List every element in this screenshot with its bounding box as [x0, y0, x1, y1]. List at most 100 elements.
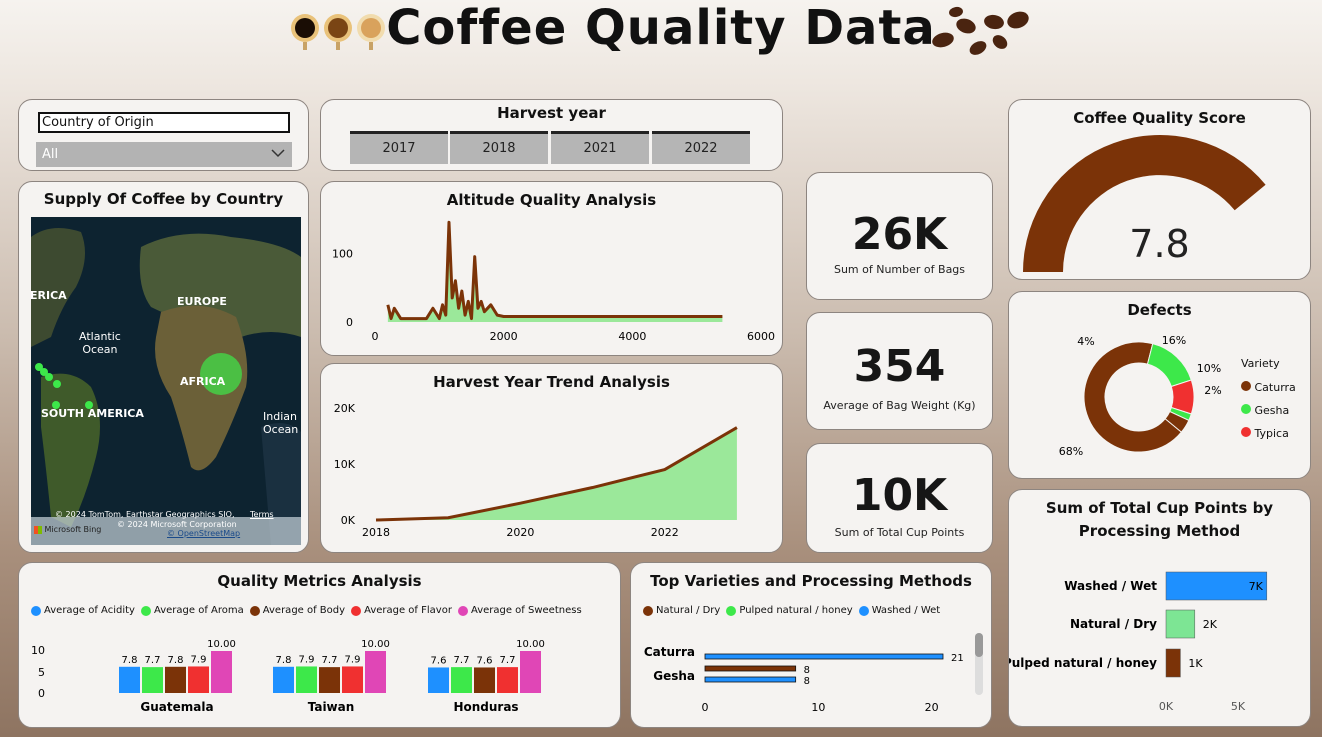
donut-label: 68%: [1059, 445, 1083, 458]
bing-logo: Microsoft Bing: [34, 525, 101, 534]
aroma-dot-icon: [140, 605, 151, 616]
quality-bar: [296, 666, 317, 693]
quality-bar-label: 7.7: [500, 655, 516, 666]
processing-bar-chart[interactable]: Washed / Wet 7K Natural / Dry 2K Pulped natu…: [1009, 490, 1311, 727]
legend-flavor[interactable]: Average of Flavor: [351, 605, 452, 616]
quality-bar: [520, 651, 541, 693]
variety-bar-washed-gesha: [704, 676, 797, 683]
country-slicer-label: Country of Origin: [38, 112, 290, 133]
quality-bar-label: 10.00: [361, 639, 390, 650]
donut-slice: [1164, 410, 1190, 433]
year-button-2018[interactable]: 2018: [450, 131, 548, 164]
scrollbar-thumb[interactable]: [975, 633, 983, 657]
altitude-x-tick: 6000: [747, 330, 775, 343]
quality-bar-label: 7.9: [345, 654, 361, 665]
trend-chart[interactable]: 2018 2020 2022 0K 10K 20K: [321, 364, 783, 553]
map-attribution: © 2024 TomTom, Earthstar Geographics SIO…: [55, 510, 235, 519]
coffee-cups-icon: [291, 14, 385, 50]
trend-y-tick: 20K: [334, 402, 356, 415]
trend-chart-card: Harvest Year Trend Analysis 2018 2020 2022…: [320, 363, 783, 553]
year-button-2021[interactable]: 2021: [551, 131, 649, 164]
year-button-2017[interactable]: 2017: [350, 131, 448, 164]
map-bubble: [85, 401, 93, 409]
trend-x-tick: 2018: [362, 526, 390, 539]
map-bubble: [52, 401, 60, 409]
natural-dry-dot-icon: [643, 605, 653, 616]
quality-bar: [273, 666, 294, 693]
donut-label: 10%: [1197, 362, 1221, 375]
legend-natural-dry[interactable]: Natural / Dry: [643, 605, 720, 616]
bing-label: Microsoft Bing: [44, 525, 102, 534]
country-dropdown[interactable]: All: [36, 142, 292, 167]
processing-x-tick: 5K: [1231, 700, 1246, 713]
sweetness-dot-icon: [457, 605, 468, 616]
varieties-scrollbar[interactable]: [975, 633, 983, 695]
quality-gauge[interactable]: [1009, 100, 1311, 280]
processing-bar: [1165, 609, 1196, 639]
map-attribution-ms: © 2024 Microsoft Corporation: [117, 520, 237, 529]
map-label-atlantic: Atlantic Ocean: [79, 330, 121, 356]
trend-x-tick: 2022: [651, 526, 679, 539]
kpi-cup-points-value: 10K: [851, 470, 948, 521]
legend-aroma[interactable]: Average of Aroma: [140, 605, 244, 616]
harvest-year-slicer-card: Harvest year 2017 2018 2021 2022: [320, 99, 783, 171]
variety-bar-natural-caturra: [704, 665, 797, 672]
trend-chart-title: Harvest Year Trend Analysis: [433, 373, 670, 391]
legend-sweetness[interactable]: Average of Sweetness: [457, 605, 582, 616]
defects-card: Defects 68% 16% 10% 2% 4% Variety Caturra Ge…: [1008, 291, 1311, 479]
quality-bar-label: 7.6: [477, 655, 493, 666]
variety-bar-label: 8: [804, 676, 810, 687]
legend-item-gesha[interactable]: Gesha: [1241, 399, 1296, 422]
variety-x-tick: 20: [925, 701, 939, 714]
quality-bar: [119, 666, 140, 693]
legend-body[interactable]: Average of Body: [249, 605, 345, 616]
processing-chart-title-1: Sum of Total Cup Points by: [1045, 499, 1274, 517]
quality-bar-label: 7.6: [431, 655, 447, 666]
legend-washed-wet[interactable]: Washed / Wet: [858, 605, 940, 616]
altitude-area: [387, 222, 723, 322]
quality-category-label: Taiwan: [308, 700, 355, 714]
defects-donut-chart[interactable]: 68% 16% 10% 2% 4%: [1009, 292, 1311, 479]
quality-score-title: Coffee Quality Score: [1073, 109, 1246, 127]
year-button-2022[interactable]: 2022: [652, 131, 750, 164]
map-view[interactable]: ERICA EUROPE Atlantic Ocean AFRICA SOUTH…: [31, 217, 301, 545]
map-terms-link[interactable]: Terms: [250, 510, 274, 519]
donut-slice: [1083, 341, 1183, 453]
quality-bar-label: 7.7: [322, 655, 338, 666]
quality-bar-label: 7.9: [299, 654, 315, 665]
world-map[interactable]: [31, 217, 301, 545]
altitude-x-tick: 0: [372, 330, 379, 343]
map-title: Supply Of Coffee by Country: [43, 190, 284, 208]
trend-area: [376, 427, 737, 520]
altitude-y-tick: 0: [346, 316, 353, 329]
legend-item-typica[interactable]: Typica: [1241, 422, 1296, 445]
processing-bar: [1165, 648, 1181, 678]
processing-category-label: Washed / Wet: [1064, 579, 1157, 593]
trend-x-tick: 2020: [506, 526, 534, 539]
map-label-europe: EUROPE: [177, 295, 227, 308]
chevron-down-icon: [271, 149, 285, 158]
varieties-bar-chart[interactable]: Caturra Gesha 21 88 0 10 20: [631, 563, 992, 728]
trend-line: [375, 426, 738, 522]
map-label-south-america: SOUTH AMERICA: [41, 407, 144, 420]
gauge-value: 7.8: [1129, 222, 1190, 266]
legend-item-caturra[interactable]: Caturra: [1241, 376, 1296, 399]
map-osm-link[interactable]: © OpenStreetMap: [167, 529, 241, 538]
quality-score-card: Coffee Quality Score 7.8: [1008, 99, 1311, 280]
altitude-chart[interactable]: 0 2000 4000 6000 0 100: [321, 182, 783, 356]
processing-category-label: Natural / Dry: [1070, 617, 1157, 631]
trend-y-tick: 10K: [334, 458, 356, 471]
legend-pulped-natural[interactable]: Pulped natural / honey: [726, 605, 853, 616]
quality-category-label: Honduras: [453, 700, 518, 714]
donut-slice: [1146, 343, 1192, 388]
map-label-africa: AFRICA: [180, 375, 226, 388]
legend-acidity[interactable]: Average of Acidity: [31, 605, 135, 616]
variety-bar-washed-caturra: [704, 653, 944, 660]
quality-bar-label: 7.8: [276, 655, 292, 666]
quality-bar: [428, 667, 449, 693]
kpi-weight-card: 354 Average of Bag Weight (Kg): [806, 312, 993, 430]
processing-x-tick: 0K: [1159, 700, 1174, 713]
variety-x-tick: 10: [811, 701, 825, 714]
defects-legend: Caturra Gesha Typica: [1241, 376, 1296, 445]
